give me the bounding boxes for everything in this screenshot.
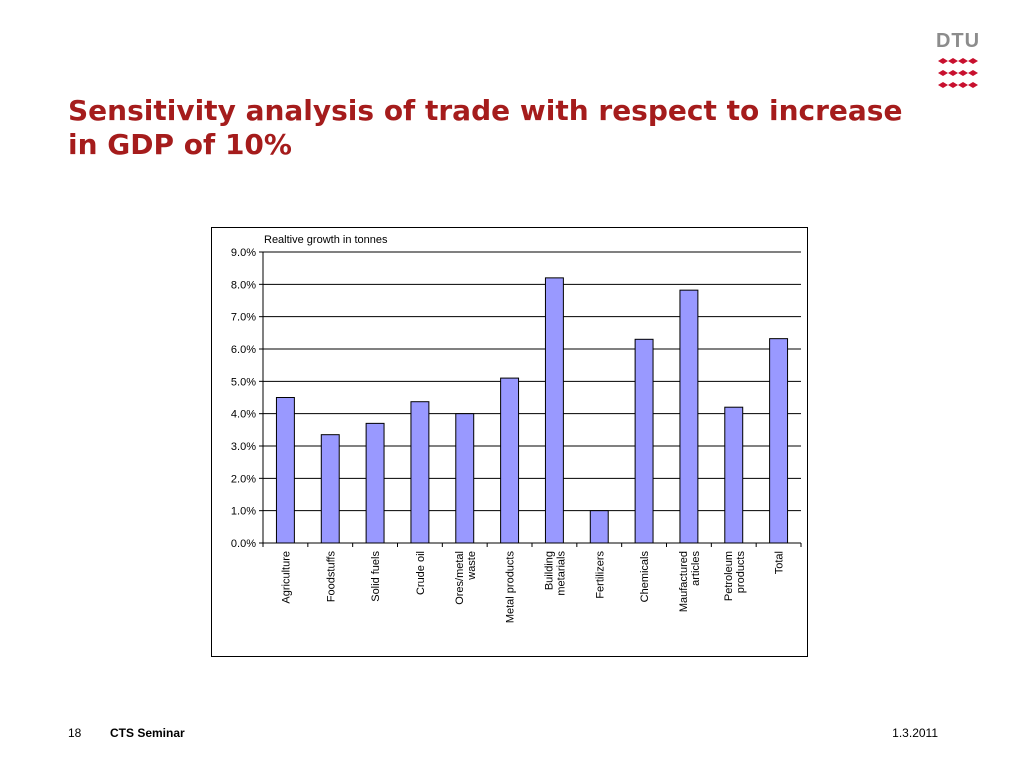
x-tick-label: metarials	[555, 551, 567, 596]
x-tick-label: products	[735, 551, 747, 594]
x-tick-label: Agriculture	[280, 551, 292, 604]
bar-chart: Realtive growth in tonnes 0.0% 1.0% 2.0% 3.0…	[231, 234, 802, 624]
bar	[724, 406, 744, 544]
bar	[679, 289, 699, 544]
x-tick-label: Building	[543, 551, 555, 590]
bar	[365, 422, 385, 544]
footer-date: 1.3.2011	[892, 726, 938, 740]
bar	[544, 277, 564, 544]
bar	[275, 397, 295, 544]
chart-title: Realtive growth in tonnes	[264, 234, 388, 246]
bar	[320, 434, 340, 544]
dtu-logo: DTU	[934, 30, 982, 92]
x-tick-label: Chemicals	[639, 551, 651, 603]
bar	[589, 510, 609, 544]
y-tick-label: 1.0%	[231, 506, 256, 518]
x-tick-label: Maufactured	[678, 551, 690, 612]
y-tick-label: 3.0%	[231, 441, 256, 453]
logo-text: DTU	[935, 30, 981, 52]
x-tick-label: Fertilizers	[594, 551, 606, 599]
x-tick-label: Solid fuels	[370, 551, 382, 602]
x-tick-label: articles	[690, 551, 702, 586]
footer-title: CTS Seminar	[110, 726, 185, 740]
y-tick-label: 7.0%	[231, 312, 256, 324]
x-tick-label: waste	[466, 551, 478, 581]
y-tick-label: 6.0%	[231, 344, 256, 356]
dtu-logo-icon	[938, 58, 978, 88]
y-tick-label: 2.0%	[231, 473, 256, 485]
y-tick-label: 4.0%	[231, 409, 256, 421]
y-tick-label: 9.0%	[231, 247, 256, 259]
bar	[769, 338, 789, 544]
page-number: 18	[68, 726, 82, 740]
bar	[410, 401, 430, 544]
bar	[500, 377, 520, 544]
bar	[455, 413, 475, 544]
chart-frame: Realtive growth in tonnes 0.0% 1.0% 2.0% 3.0…	[211, 227, 808, 657]
x-tick-label: Crude oil	[415, 551, 427, 595]
y-tick-label: 8.0%	[231, 279, 256, 291]
x-tick-label: Metal products	[505, 551, 517, 624]
x-tick-label: Ores/metal	[454, 551, 466, 605]
x-tick-label: Total	[774, 551, 786, 574]
x-tick-label: Petroleum	[723, 551, 735, 601]
x-tick-label: Foodstuffs	[325, 551, 337, 603]
bar	[634, 338, 654, 544]
slide-title: Sensitivity analysis of trade with respe…	[68, 94, 903, 161]
y-tick-label: 0.0%	[231, 538, 256, 550]
y-tick-label: 5.0%	[231, 376, 256, 388]
